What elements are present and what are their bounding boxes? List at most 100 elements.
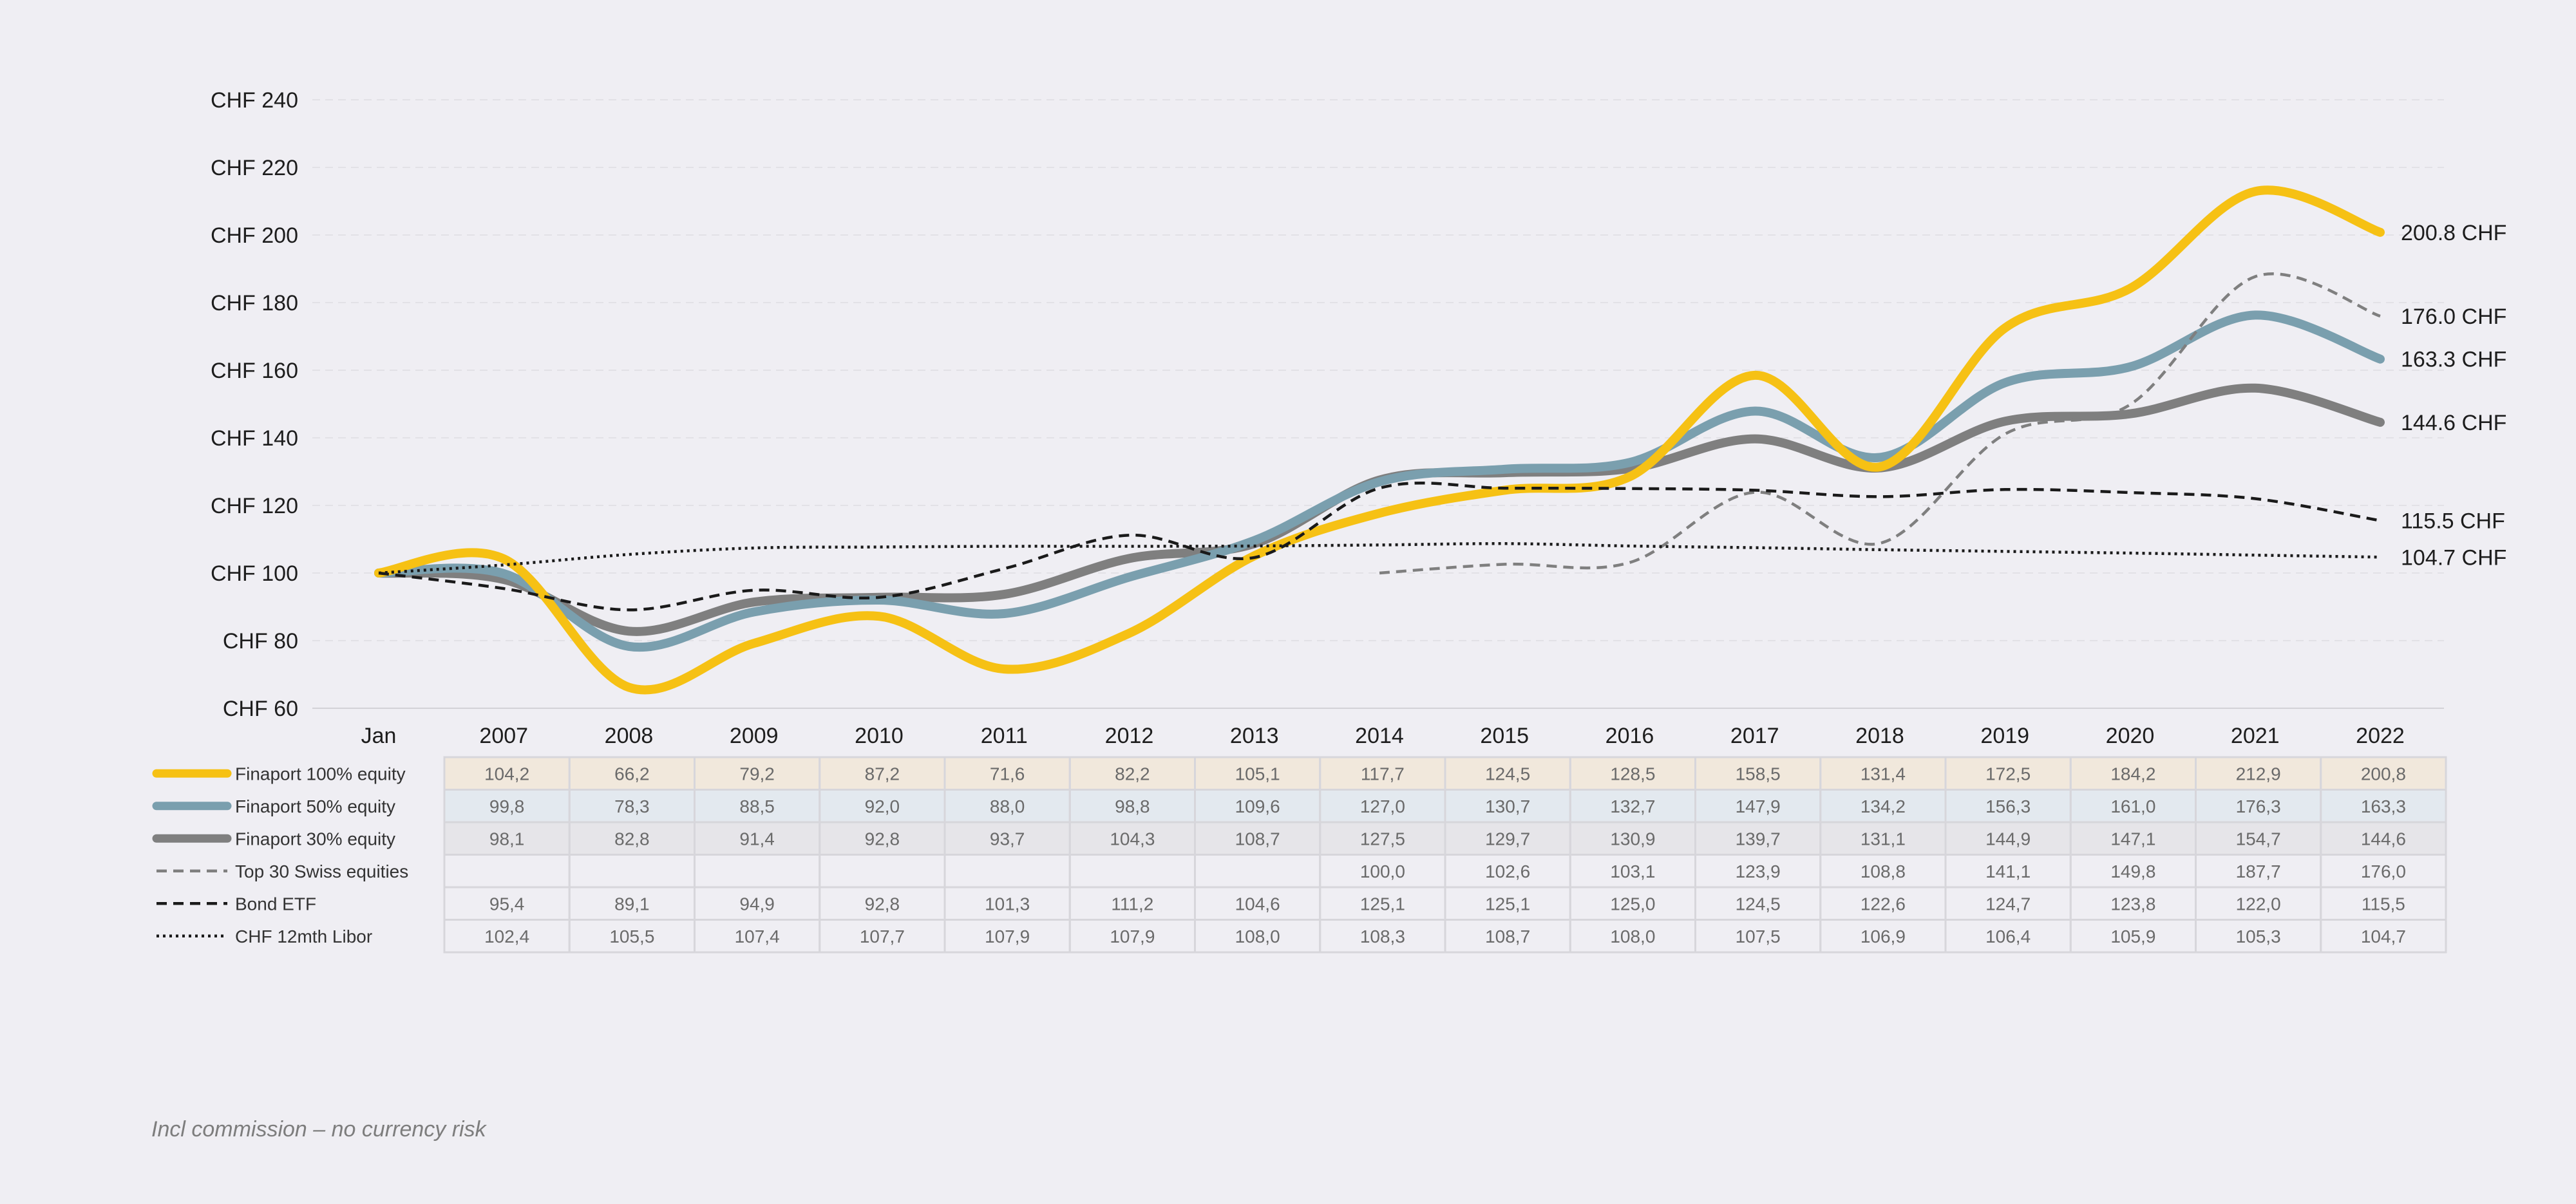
table-cell-value: 161,0 <box>2110 796 2155 816</box>
table-cell-value: 106,9 <box>1861 927 1906 946</box>
table-cell-value: 107,5 <box>1736 927 1781 946</box>
y-tick-label: CHF 200 <box>211 223 298 248</box>
series-line-4 <box>378 481 2381 612</box>
table-cell-value: 107,7 <box>860 927 905 946</box>
table-cell-value: 102,6 <box>1485 861 1530 881</box>
x-axis-tick-labels: Jan 2007 2008 2009 2010 2011 2012 2013 2014 2015 2… <box>361 724 2405 748</box>
table-cell-value: 158,5 <box>1736 764 1781 784</box>
table-cell-value: 82,2 <box>1115 764 1150 784</box>
y-tick-label: CHF 80 <box>223 629 298 654</box>
table-cell-value: 105,3 <box>2236 927 2281 946</box>
y-tick-label: CHF 180 <box>211 291 298 315</box>
y-tick-label: CHF 140 <box>211 426 298 451</box>
x-tick-label: Jan <box>361 724 397 748</box>
end-value-label: 176.0 CHF <box>2401 305 2506 329</box>
end-value-label: 163.3 CHF <box>2401 348 2506 372</box>
table-cell-value: 115,5 <box>2362 894 2405 914</box>
x-tick-label: 2007 <box>479 724 528 748</box>
y-tick-label: CHF 220 <box>211 156 298 180</box>
legend-label: Finaport 50% equity <box>235 796 395 816</box>
x-tick-label: 2021 <box>2231 724 2280 748</box>
table-cell-value: 125,0 <box>1610 894 1655 914</box>
table-cell <box>2320 919 2447 954</box>
legend-label: Finaport 30% equity <box>235 829 395 849</box>
table-cell-value: 123,8 <box>2110 894 2155 914</box>
table-cell-value: 131,1 <box>1861 829 1906 849</box>
legend-label: Finaport 100% equity <box>235 764 406 784</box>
table-cell-value: 95,4 <box>489 894 525 914</box>
y-tick-label: CHF 160 <box>211 359 298 383</box>
table-cell-value: 125,1 <box>1485 894 1530 914</box>
table-cell-value: 156,3 <box>1985 796 2031 816</box>
table-cell-value: 117,7 <box>1361 764 1405 784</box>
footnote: Incl commission – no currency risk <box>151 1117 488 1142</box>
y-tick-label: CHF 240 <box>211 88 298 113</box>
table-cell-value: 105,5 <box>609 927 654 946</box>
table-cell-value: 172,5 <box>1985 764 2031 784</box>
series-line-3 <box>1379 272 2381 575</box>
gridlines <box>312 99 2444 709</box>
table-cell-value: 176,0 <box>2361 861 2406 881</box>
table-cell-value: 122,0 <box>2236 894 2281 914</box>
x-tick-label: 2013 <box>1230 724 1279 748</box>
table-cell-value: 108,8 <box>1861 861 1906 881</box>
table-cell-value: 130,7 <box>1485 796 1530 816</box>
table-cell-value: 129,7 <box>1485 829 1530 849</box>
table-cell-value: 139,7 <box>1736 829 1781 849</box>
x-tick-label: 2019 <box>1980 724 2029 748</box>
y-tick-label: CHF 100 <box>211 561 298 586</box>
table-cell-value: 124,5 <box>1736 894 1781 914</box>
table-cell-value: 184,2 <box>2110 764 2155 784</box>
table-cell-value: 87,2 <box>865 764 900 784</box>
table-cell-value: 124,5 <box>1485 764 1530 784</box>
x-tick-label: 2011 <box>981 724 1028 748</box>
x-tick-label: 2014 <box>1355 724 1404 748</box>
series-line-5 <box>378 542 2381 575</box>
table-cell-value: 108,0 <box>1235 927 1280 946</box>
table-cell-value: 127,5 <box>1360 829 1405 849</box>
table-cell-value: 132,7 <box>1610 796 1655 816</box>
end-value-label: 115.5 CHF <box>2401 509 2505 534</box>
table-cell-value: 147,9 <box>1736 796 1781 816</box>
table-cell-value: 187,7 <box>2236 861 2281 881</box>
table-cell-value: 104,2 <box>484 764 529 784</box>
table-cell-value: 89,1 <box>614 894 650 914</box>
table-cell-value: 98,8 <box>1115 796 1150 816</box>
x-tick-label: 2020 <box>2106 724 2155 748</box>
table-cell-value: 200,8 <box>2361 764 2406 784</box>
x-tick-label: 2009 <box>730 724 779 748</box>
table-cell-value: 104,6 <box>1235 894 1280 914</box>
y-tick-label: CHF 60 <box>223 697 298 721</box>
table-cell-value: 94,9 <box>739 894 775 914</box>
table-cell-value: 107,4 <box>735 927 780 946</box>
table-cell-value: 71,6 <box>990 764 1025 784</box>
table-cell-value: 101,3 <box>985 894 1030 914</box>
table-cell-value: 125,1 <box>1360 894 1405 914</box>
x-tick-label: 2010 <box>855 724 904 748</box>
table-cell-value: 88,0 <box>990 796 1025 816</box>
table-cell-value: 147,1 <box>2110 829 2155 849</box>
table-cell-value: 176,3 <box>2236 796 2281 816</box>
table-cell-value: 212,9 <box>2236 764 2281 784</box>
table-cell-value: 107,9 <box>985 927 1030 946</box>
table-cell-value: 105,1 <box>1235 764 1280 784</box>
table-cell-value: 124,7 <box>1985 894 2031 914</box>
table-cell-value: 92,8 <box>865 894 900 914</box>
x-tick-label: 2017 <box>1730 724 1779 748</box>
table-cell-value: 102,4 <box>484 927 529 946</box>
table-cell-value: 144,6 <box>2361 829 2406 849</box>
end-value-labels: 200.8 CHF 163.3 CHF 144.6 CHF 176.0 CHF 115.… <box>2401 221 2506 570</box>
table-cell-value: 109,6 <box>1235 796 1280 816</box>
table-cell-value: 78,3 <box>614 796 650 816</box>
x-tick-label: 2016 <box>1605 724 1654 748</box>
end-value-label: 200.8 CHF <box>2401 221 2506 245</box>
x-tick-label: 2008 <box>605 724 654 748</box>
legend: Finaport 100% equity Finaport 50% equity F… <box>152 764 408 946</box>
table-cell-value: 105,9 <box>2110 927 2155 946</box>
y-axis-tick-labels: CHF 60 CHF 80 CHF 100 CHF 120 CHF 140 CHF 160… <box>211 88 298 721</box>
table-cell-value: 104,3 <box>1110 829 1155 849</box>
table-cell-value: 100,0 <box>1360 861 1405 881</box>
table-cell-value: 123,9 <box>1736 861 1781 881</box>
x-tick-label: 2018 <box>1855 724 1904 748</box>
